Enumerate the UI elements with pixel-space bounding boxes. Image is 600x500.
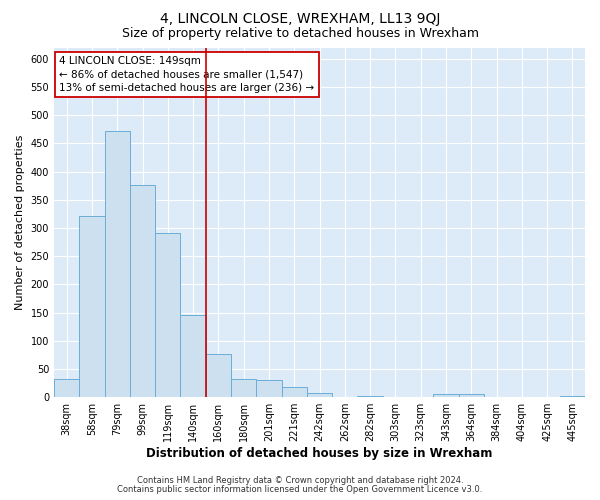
Bar	[181, 316, 206, 397]
Bar	[256, 380, 281, 397]
Bar	[155, 233, 181, 397]
Bar	[307, 392, 332, 397]
Bar	[358, 396, 383, 397]
Bar	[79, 216, 104, 397]
Bar	[332, 396, 358, 397]
Bar	[54, 379, 79, 397]
Bar	[560, 396, 585, 397]
Text: Size of property relative to detached houses in Wrexham: Size of property relative to detached ho…	[121, 28, 479, 40]
Bar	[458, 394, 484, 397]
Y-axis label: Number of detached properties: Number of detached properties	[15, 134, 25, 310]
Bar	[433, 394, 458, 397]
Bar	[104, 131, 130, 397]
Text: Contains public sector information licensed under the Open Government Licence v3: Contains public sector information licen…	[118, 484, 482, 494]
Text: 4, LINCOLN CLOSE, WREXHAM, LL13 9QJ: 4, LINCOLN CLOSE, WREXHAM, LL13 9QJ	[160, 12, 440, 26]
Bar	[206, 354, 231, 397]
Bar	[281, 387, 307, 397]
Bar	[130, 185, 155, 397]
Bar	[231, 378, 256, 397]
Text: Contains HM Land Registry data © Crown copyright and database right 2024.: Contains HM Land Registry data © Crown c…	[137, 476, 463, 485]
Bar	[408, 396, 433, 397]
Bar	[484, 396, 509, 397]
Text: 4 LINCOLN CLOSE: 149sqm
← 86% of detached houses are smaller (1,547)
13% of semi: 4 LINCOLN CLOSE: 149sqm ← 86% of detache…	[59, 56, 314, 92]
X-axis label: Distribution of detached houses by size in Wrexham: Distribution of detached houses by size …	[146, 447, 493, 460]
